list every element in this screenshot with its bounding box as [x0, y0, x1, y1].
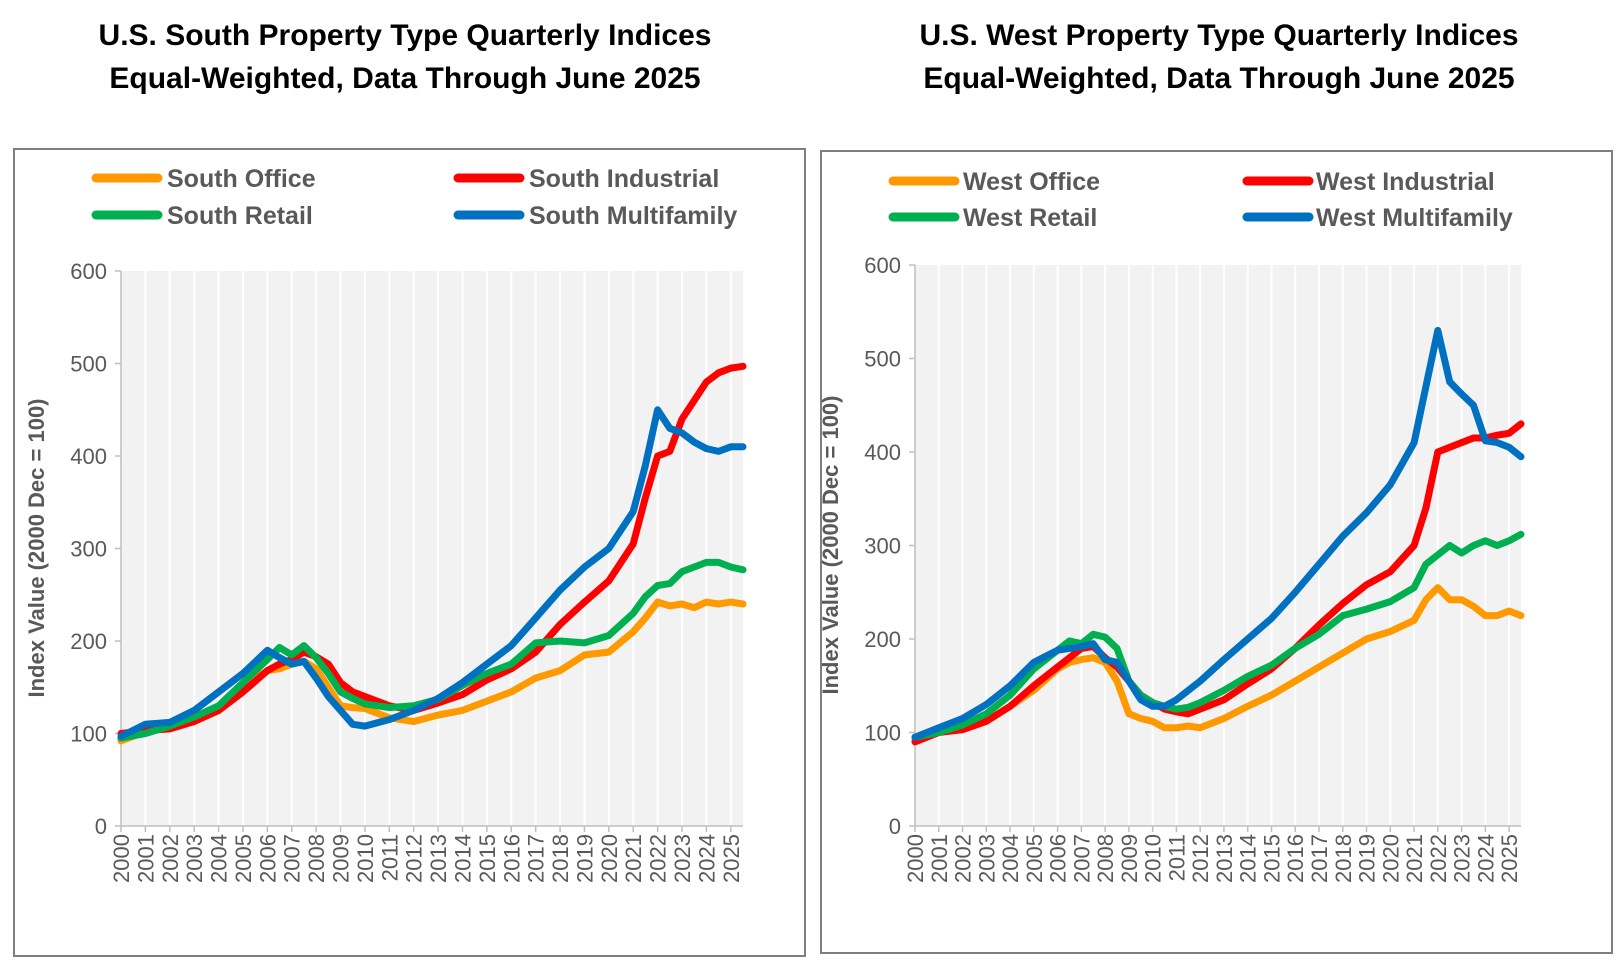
y-tick-label-west: 600: [864, 253, 901, 278]
chart-subtitle-west: Equal-Weighted, Data Through June 2025: [923, 62, 1515, 95]
x-tick-label-west: 2012: [1188, 834, 1213, 883]
x-tick-label-south: 2015: [475, 834, 500, 883]
chart-subtitle-south: Equal-Weighted, Data Through June 2025: [109, 62, 701, 95]
x-tick-label-south: 2000: [109, 834, 134, 883]
legend-label-south-office: South Office: [167, 165, 316, 193]
x-tick-label-south: 2008: [304, 834, 329, 883]
y-tick-label-south: 0: [95, 814, 107, 839]
legend-label-west-retail: West Retail: [963, 204, 1097, 232]
x-tick-label-west: 2022: [1426, 834, 1451, 883]
chart-west: 0100200300400500600200020012002200320042…: [818, 168, 1525, 883]
legend-label-south-retail: South Retail: [167, 202, 313, 230]
y-tick-label-south: 100: [70, 722, 107, 747]
x-tick-label-west: 2009: [1117, 834, 1142, 883]
x-tick-label-west: 2008: [1093, 834, 1118, 883]
x-tick-label-west: 2018: [1331, 834, 1356, 883]
x-tick-label-west: 2002: [951, 834, 976, 883]
series-line-south-multifamily: [117, 406, 747, 740]
x-tick-label-west: 2023: [1450, 834, 1475, 883]
x-tick-label-south: 2024: [694, 834, 719, 883]
chart-title-west: U.S. West Property Type Quarterly Indice…: [818, 14, 1620, 100]
x-tick-label-south: 2016: [499, 834, 524, 883]
y-tick-label-west: 100: [864, 721, 901, 746]
x-tick-label-west: 2013: [1212, 834, 1237, 883]
series-line-south-industrial: [117, 362, 747, 737]
legend-label-south-industrial: South Industrial: [529, 165, 719, 193]
x-tick-label-west: 2005: [1022, 834, 1047, 883]
x-tick-label-south: 2007: [280, 834, 305, 883]
x-tick-label-south: 2018: [548, 834, 573, 883]
x-tick-label-west: 2020: [1378, 834, 1403, 883]
x-tick-label-south: 2011: [377, 834, 402, 881]
y-tick-label-west: 400: [864, 440, 901, 465]
x-tick-label-south: 2009: [329, 834, 354, 883]
y-tick-label-west: 500: [864, 347, 901, 372]
x-tick-label-west: 2003: [974, 834, 999, 883]
y-tick-label-west: 200: [864, 627, 901, 652]
x-tick-label-west: 2001: [927, 834, 952, 883]
x-tick-label-south: 2019: [572, 834, 597, 883]
y-tick-label-south: 500: [70, 352, 107, 377]
x-tick-label-west: 2011: [1164, 834, 1189, 881]
legend-label-south-multifamily: South Multifamily: [529, 202, 737, 230]
y-tick-label-west: 0: [889, 814, 901, 839]
x-tick-label-south: 2012: [402, 834, 427, 883]
x-tick-label-south: 2002: [158, 834, 183, 883]
plot-area-south: [121, 271, 743, 826]
x-tick-label-south: 2020: [597, 834, 622, 883]
x-tick-label-west: 2014: [1236, 834, 1261, 883]
y-tick-label-south: 300: [70, 537, 107, 562]
x-tick-label-south: 2023: [670, 834, 695, 883]
x-tick-label-west: 2006: [1046, 834, 1071, 883]
x-tick-label-west: 2007: [1069, 834, 1094, 883]
x-tick-label-south: 2005: [231, 834, 256, 883]
chart-title-west-line1: U.S. West Property Type Quarterly Indice…: [919, 19, 1519, 52]
plot-area-west: [915, 265, 1521, 826]
y-axis-title-west: Index Value (2000 Dec = 100): [818, 395, 843, 694]
x-tick-label-west: 2015: [1259, 834, 1284, 883]
x-tick-label-south: 2025: [719, 834, 744, 883]
x-tick-label-south: 2017: [524, 834, 549, 883]
y-tick-label-south: 600: [70, 259, 107, 284]
x-tick-label-west: 2025: [1497, 834, 1522, 883]
x-tick-label-west: 2010: [1141, 834, 1166, 883]
y-axis-title-south: Index Value (2000 Dec = 100): [24, 398, 49, 697]
chart-title-south: U.S. South Property Type Quarterly Indic…: [0, 14, 810, 100]
x-tick-label-south: 2014: [450, 834, 475, 883]
x-tick-label-west: 2017: [1307, 834, 1332, 883]
x-tick-label-south: 2022: [646, 834, 671, 883]
legend-label-west-multifamily: West Multifamily: [1316, 204, 1513, 232]
y-tick-label-south: 400: [70, 444, 107, 469]
legend-label-west-office: West Office: [963, 168, 1100, 196]
x-tick-label-south: 2021: [621, 834, 646, 883]
x-tick-label-west: 2021: [1402, 834, 1427, 883]
y-tick-label-west: 300: [864, 534, 901, 559]
chart-title-south-line1: U.S. South Property Type Quarterly Indic…: [98, 19, 712, 52]
x-tick-label-west: 2000: [903, 834, 928, 883]
x-tick-label-south: 2013: [426, 834, 451, 883]
x-tick-label-south: 2001: [133, 834, 158, 883]
x-tick-label-south: 2006: [255, 834, 280, 883]
y-tick-label-south: 200: [70, 629, 107, 654]
x-tick-label-west: 2016: [1283, 834, 1308, 883]
x-tick-label-south: 2003: [182, 834, 207, 883]
x-tick-label-west: 2019: [1355, 834, 1380, 883]
x-tick-label-south: 2004: [207, 834, 232, 883]
x-tick-label-south: 2010: [353, 834, 378, 883]
legend-label-west-industrial: West Industrial: [1316, 168, 1495, 196]
x-tick-label-west: 2024: [1473, 834, 1498, 883]
series-line-west-multifamily: [911, 326, 1525, 741]
x-tick-label-west: 2004: [998, 834, 1023, 883]
series-line-west-industrial: [911, 420, 1525, 746]
